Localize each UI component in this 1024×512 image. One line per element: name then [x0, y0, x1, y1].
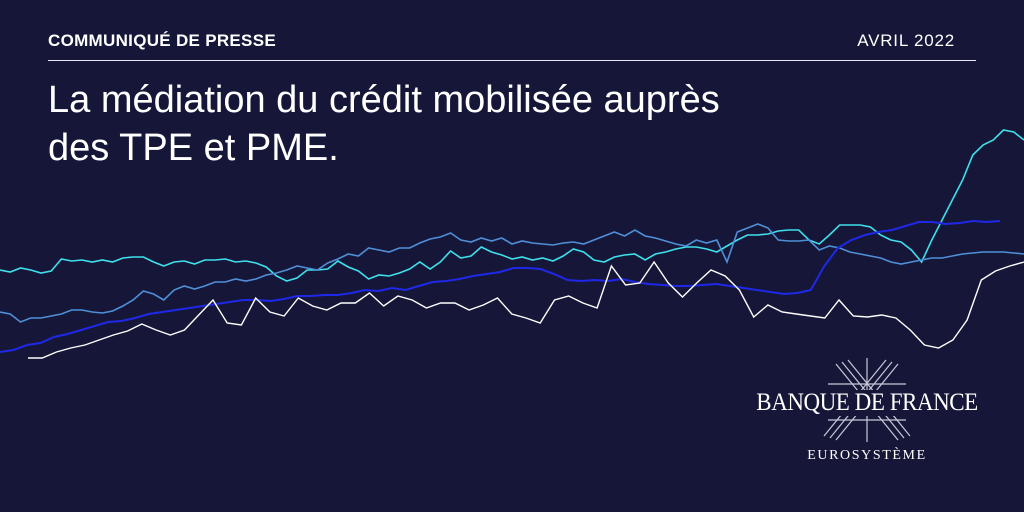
decorative-line-light-blue: [0, 223, 1024, 323]
brand-subtitle: EUROSYSTÈME: [807, 448, 927, 463]
decorative-line-blue: [0, 219, 1001, 353]
header-divider: [48, 60, 976, 61]
star-emblem-icon: [758, 358, 976, 442]
release-date: AVRIL 2022: [857, 31, 955, 50]
page-title: La médiation du crédit mobilisée auprès …: [48, 76, 808, 172]
decorative-line-cyan: [0, 129, 1024, 282]
headline-line-2: des TPE et PME.: [48, 127, 339, 169]
decorative-line-white: [28, 260, 1024, 359]
banque-de-france-logo: BANQUE DE FRANCE EUROSYSTÈME: [740, 356, 1000, 476]
headline-line-1: La médiation du crédit mobilisée auprès: [48, 79, 720, 121]
press-release-label: COMMUNIQUÉ DE PRESSE: [48, 31, 276, 50]
brand-name: BANQUE DE FRANCE: [756, 389, 978, 416]
